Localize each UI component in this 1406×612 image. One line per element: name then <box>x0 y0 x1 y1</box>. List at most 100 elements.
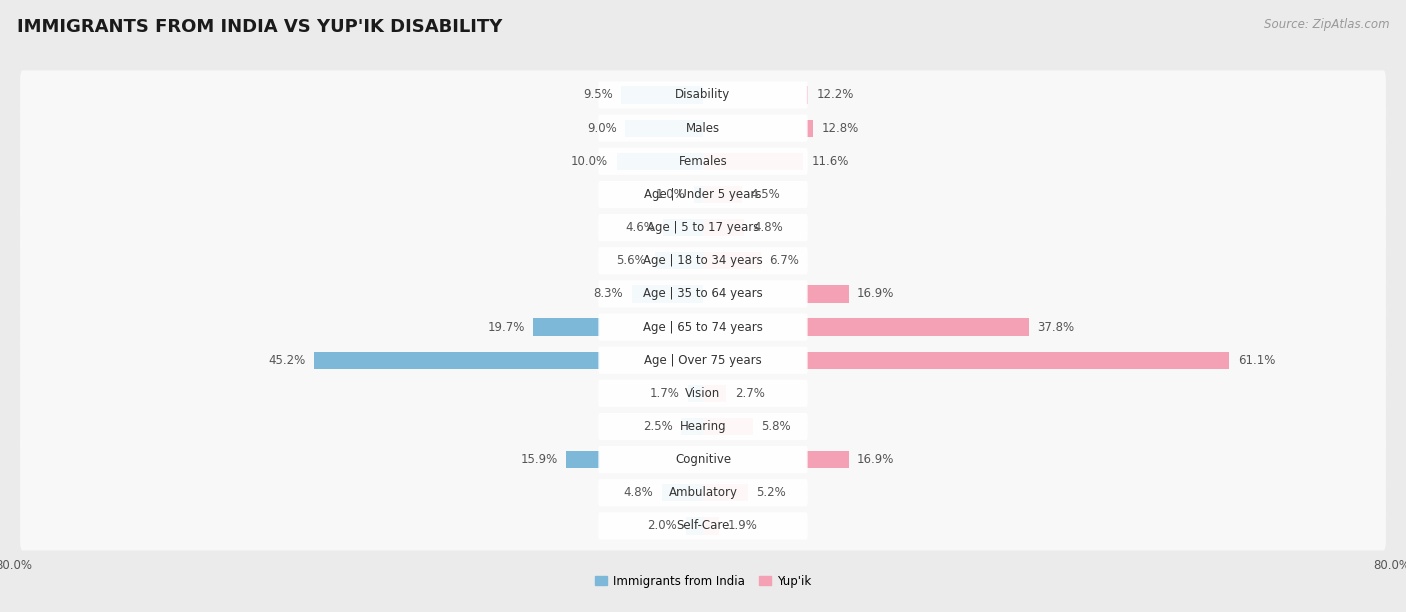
FancyBboxPatch shape <box>599 114 807 142</box>
Text: 2.7%: 2.7% <box>735 387 765 400</box>
Text: 37.8%: 37.8% <box>1038 321 1074 334</box>
Text: 19.7%: 19.7% <box>488 321 524 334</box>
Text: Females: Females <box>679 155 727 168</box>
Text: 11.6%: 11.6% <box>811 155 849 168</box>
Bar <box>686 517 703 534</box>
Text: 61.1%: 61.1% <box>1237 354 1275 367</box>
FancyBboxPatch shape <box>20 203 1386 252</box>
FancyBboxPatch shape <box>599 379 807 407</box>
Text: Hearing: Hearing <box>679 420 727 433</box>
Bar <box>807 86 808 103</box>
Text: 4.8%: 4.8% <box>623 487 652 499</box>
FancyBboxPatch shape <box>20 170 1386 219</box>
Bar <box>662 484 703 501</box>
FancyBboxPatch shape <box>20 402 1386 451</box>
Text: 4.5%: 4.5% <box>751 188 780 201</box>
FancyBboxPatch shape <box>599 280 807 307</box>
Text: 5.8%: 5.8% <box>762 420 792 433</box>
Text: 10.0%: 10.0% <box>571 155 609 168</box>
Bar <box>314 351 599 369</box>
Text: Age | 5 to 17 years: Age | 5 to 17 years <box>647 221 759 234</box>
FancyBboxPatch shape <box>599 81 807 108</box>
FancyBboxPatch shape <box>599 313 807 341</box>
Bar <box>682 418 703 435</box>
Bar <box>807 285 849 302</box>
Bar <box>703 186 742 203</box>
FancyBboxPatch shape <box>599 346 807 374</box>
Text: 1.9%: 1.9% <box>728 520 758 532</box>
Text: 1.0%: 1.0% <box>657 188 686 201</box>
Text: IMMIGRANTS FROM INDIA VS YUP'IK DISABILITY: IMMIGRANTS FROM INDIA VS YUP'IK DISABILI… <box>17 18 502 36</box>
FancyBboxPatch shape <box>20 435 1386 484</box>
Text: 12.2%: 12.2% <box>817 89 853 102</box>
FancyBboxPatch shape <box>599 512 807 540</box>
Text: 16.9%: 16.9% <box>858 453 894 466</box>
Bar <box>621 86 703 103</box>
Text: 4.6%: 4.6% <box>624 221 655 234</box>
Text: 4.8%: 4.8% <box>754 221 783 234</box>
Text: Age | Under 5 years: Age | Under 5 years <box>644 188 762 201</box>
Text: 5.6%: 5.6% <box>616 254 647 267</box>
Text: 9.5%: 9.5% <box>583 89 613 102</box>
Text: Cognitive: Cognitive <box>675 453 731 466</box>
Text: 6.7%: 6.7% <box>769 254 799 267</box>
Bar <box>703 252 761 269</box>
Bar <box>703 219 744 236</box>
FancyBboxPatch shape <box>20 501 1386 551</box>
Bar <box>703 517 720 534</box>
Text: 12.8%: 12.8% <box>823 122 859 135</box>
Bar <box>807 119 813 136</box>
Text: Vision: Vision <box>685 387 721 400</box>
Text: 2.5%: 2.5% <box>643 420 673 433</box>
FancyBboxPatch shape <box>599 413 807 440</box>
Text: 8.3%: 8.3% <box>593 288 623 300</box>
FancyBboxPatch shape <box>599 147 807 175</box>
Bar <box>807 318 1029 335</box>
FancyBboxPatch shape <box>599 247 807 274</box>
Bar <box>617 152 703 170</box>
Bar <box>689 385 703 402</box>
Text: Age | 35 to 64 years: Age | 35 to 64 years <box>643 288 763 300</box>
FancyBboxPatch shape <box>20 369 1386 418</box>
Bar <box>703 152 803 170</box>
Text: 45.2%: 45.2% <box>269 354 305 367</box>
FancyBboxPatch shape <box>20 236 1386 285</box>
Text: 9.0%: 9.0% <box>588 122 617 135</box>
FancyBboxPatch shape <box>599 181 807 208</box>
FancyBboxPatch shape <box>599 446 807 473</box>
FancyBboxPatch shape <box>20 70 1386 119</box>
Bar <box>533 318 599 335</box>
Text: Self-Care: Self-Care <box>676 520 730 532</box>
Text: 15.9%: 15.9% <box>520 453 557 466</box>
Text: Age | 65 to 74 years: Age | 65 to 74 years <box>643 321 763 334</box>
FancyBboxPatch shape <box>599 479 807 506</box>
Text: Ambulatory: Ambulatory <box>668 487 738 499</box>
Text: 2.0%: 2.0% <box>647 520 678 532</box>
FancyBboxPatch shape <box>20 269 1386 318</box>
Bar <box>626 119 703 136</box>
Bar <box>703 418 754 435</box>
FancyBboxPatch shape <box>20 136 1386 186</box>
Bar <box>631 285 703 302</box>
Text: 5.2%: 5.2% <box>756 487 786 499</box>
Bar <box>703 484 748 501</box>
FancyBboxPatch shape <box>20 103 1386 153</box>
Bar <box>807 351 1229 369</box>
Text: 1.7%: 1.7% <box>650 387 679 400</box>
Text: 16.9%: 16.9% <box>858 288 894 300</box>
FancyBboxPatch shape <box>20 302 1386 352</box>
Bar <box>703 385 727 402</box>
Bar <box>695 186 703 203</box>
Bar <box>807 451 849 468</box>
FancyBboxPatch shape <box>20 335 1386 385</box>
Text: Age | Over 75 years: Age | Over 75 years <box>644 354 762 367</box>
Bar <box>567 451 599 468</box>
Text: Males: Males <box>686 122 720 135</box>
FancyBboxPatch shape <box>599 214 807 241</box>
Bar <box>655 252 703 269</box>
Bar <box>664 219 703 236</box>
FancyBboxPatch shape <box>20 468 1386 517</box>
Legend: Immigrants from India, Yup'ik: Immigrants from India, Yup'ik <box>595 575 811 588</box>
Text: Source: ZipAtlas.com: Source: ZipAtlas.com <box>1264 18 1389 31</box>
Text: Disability: Disability <box>675 89 731 102</box>
